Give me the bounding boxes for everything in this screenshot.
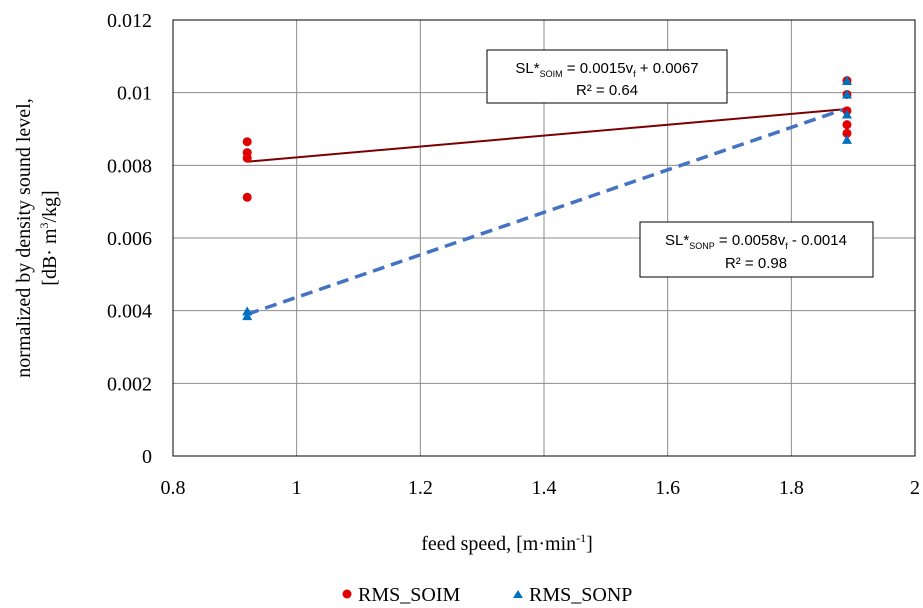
- y-axis-title: normalized by density sound level, [dB· …: [13, 98, 61, 377]
- y-axis-title-line1: normalized by density sound level,: [13, 98, 35, 377]
- y-tick-label: 0.002: [107, 373, 152, 395]
- trendlines: [246, 106, 848, 316]
- plot-frame: [172, 19, 916, 457]
- y-tick-label: 0.008: [107, 155, 152, 177]
- y-tick-label: 0.01: [117, 83, 152, 105]
- legend-label-soim: RMS_SOIM: [358, 584, 460, 606]
- soim-equation-box: SL*SOIM = 0.0015vf + 0.0067 R² = 0.64: [486, 49, 728, 104]
- y-axis-title-line2: [dB· m3/kg]: [37, 190, 61, 285]
- point-rms_soim: [842, 120, 852, 130]
- point-rms_sonp: [841, 89, 852, 99]
- y-tick-label: 0.006: [107, 228, 152, 250]
- x-tick-labels: 0.8 1 1.2 1.4 1.6 1.8 2: [161, 477, 921, 499]
- data-points: [242, 76, 852, 321]
- point-rms_sonp: [841, 109, 852, 119]
- y-tick-label: 0.004: [107, 301, 152, 323]
- sonp-equation: SL*SONP = 0.0058vf - 0.0014: [665, 232, 847, 251]
- point-rms_sonp: [242, 311, 253, 321]
- x-tick-label: 0.8: [161, 477, 186, 499]
- point-rms_soim: [842, 128, 852, 138]
- y-tick-labels: 0 0.002 0.004 0.006 0.008 0.01 0.012: [107, 10, 152, 468]
- x-tick-label: 1.8: [779, 477, 804, 499]
- point-rms_soim: [242, 192, 252, 202]
- y-tick-label: 0: [142, 446, 152, 468]
- legend-circle-marker: [342, 589, 352, 599]
- y-tick-label: 0.012: [107, 10, 152, 32]
- legend: RMS_SOIM RMS_SONP: [342, 584, 632, 606]
- legend-label-sonp: RMS_SONP: [529, 584, 632, 606]
- x-tick-label: 2: [910, 477, 920, 499]
- soim-equation: SL*SOIM = 0.0015vf + 0.0067: [515, 60, 698, 79]
- point-rms_soim: [242, 137, 252, 147]
- point-rms_soim: [242, 153, 252, 163]
- soim-r2: R² = 0.64: [576, 82, 638, 99]
- point-rms_sonp: [841, 134, 852, 144]
- x-tick-label: 1.2: [408, 477, 433, 499]
- x-tick-label: 1.4: [532, 477, 557, 499]
- sonp-r2: R² = 0.98: [725, 255, 787, 272]
- sonp-equation-box: SL*SONP = 0.0058vf - 0.0014 R² = 0.98: [639, 221, 874, 278]
- x-tick-label: 1: [292, 477, 302, 499]
- legend-triangle-marker: [513, 590, 523, 598]
- point-rms_sonp: [242, 306, 253, 316]
- x-tick-label: 1.6: [655, 477, 680, 499]
- point-rms_sonp: [841, 76, 852, 86]
- trendline-rms_soim: [247, 108, 848, 163]
- x-axis-title: feed speed, [m·min-1]: [421, 531, 593, 555]
- trendline-rms_sonp: [246, 106, 848, 316]
